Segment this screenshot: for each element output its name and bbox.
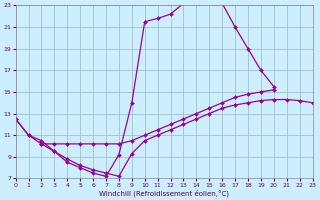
X-axis label: Windchill (Refroidissement éolien,°C): Windchill (Refroidissement éolien,°C) [99, 189, 229, 197]
